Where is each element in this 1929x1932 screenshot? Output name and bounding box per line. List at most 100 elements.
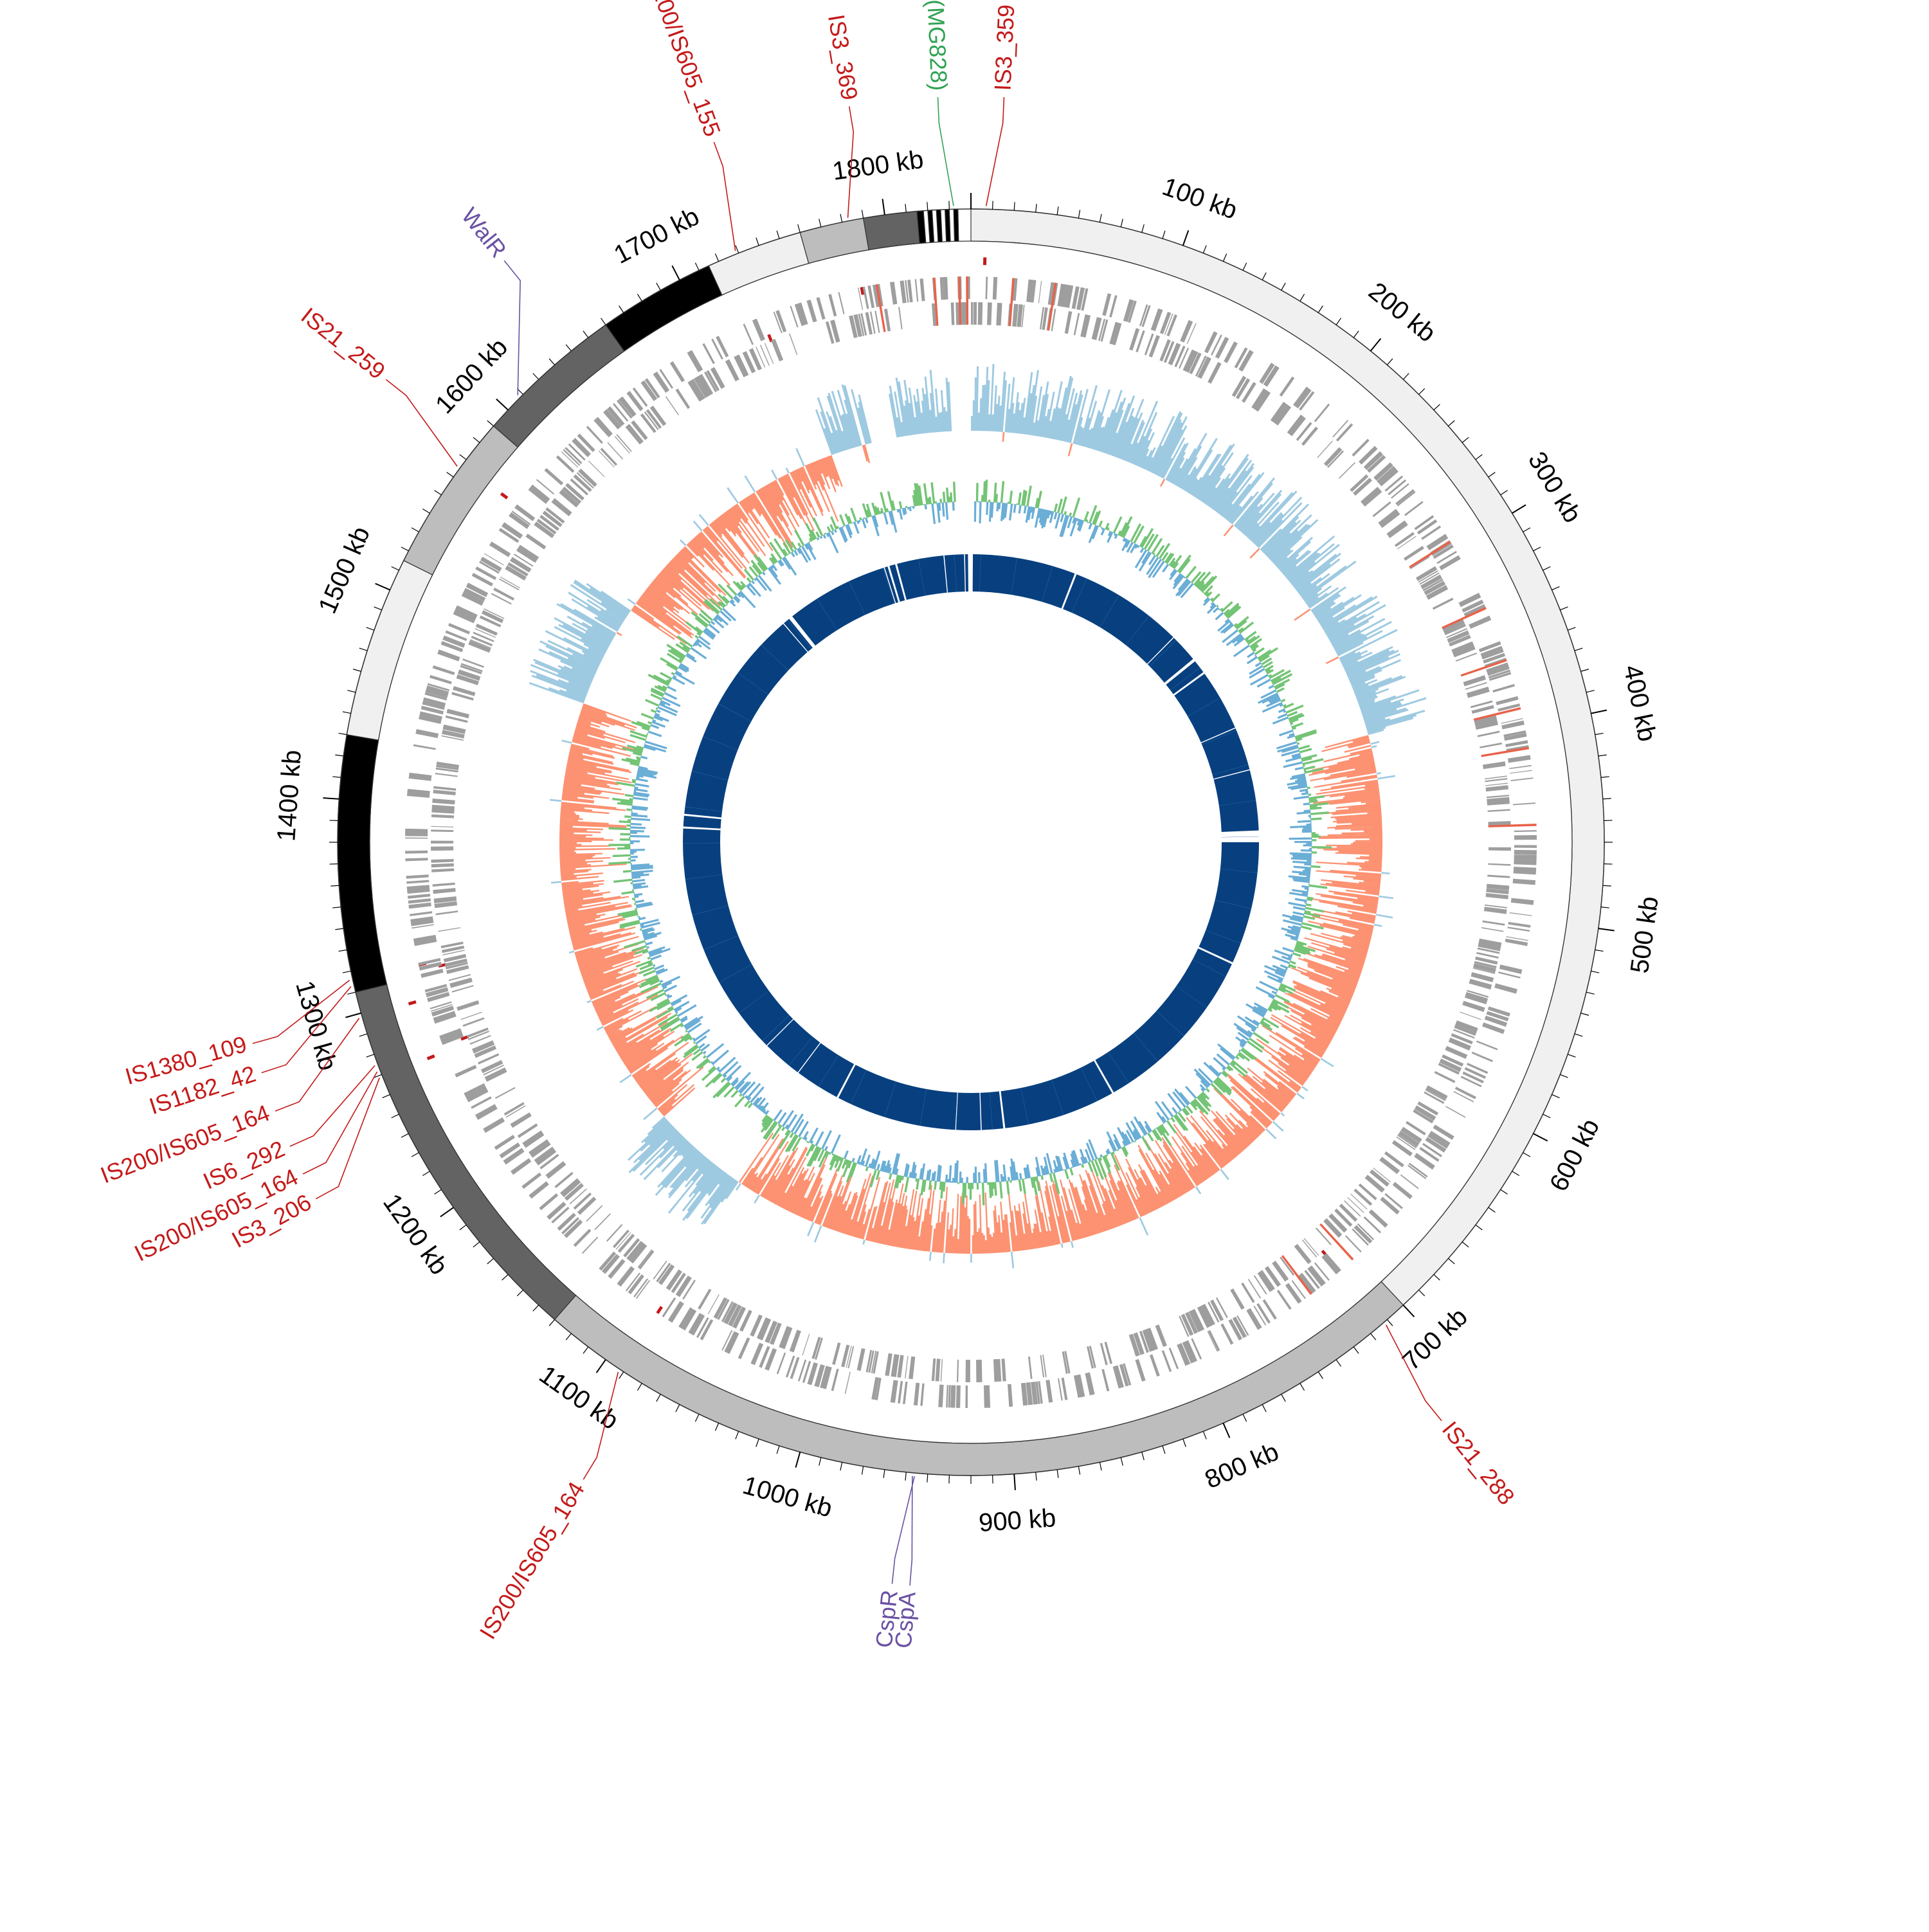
contig-segment	[338, 735, 387, 993]
minor-tick	[1595, 950, 1604, 951]
homology-block	[965, 554, 968, 591]
minor-tick	[473, 1242, 480, 1247]
is-element-marker	[983, 257, 986, 265]
minor-tick	[637, 1384, 642, 1391]
minor-tick	[434, 1189, 441, 1194]
minor-tick	[905, 1472, 906, 1481]
homology-block	[981, 1092, 1004, 1130]
minor-tick	[736, 1431, 739, 1439]
minor-tick	[1476, 455, 1482, 460]
contig-segment	[945, 210, 950, 242]
contig-segment	[936, 210, 942, 242]
minor-tick	[1534, 547, 1541, 551]
minor-tick	[1121, 219, 1123, 227]
minor-tick	[798, 224, 801, 233]
minor-tick	[487, 1258, 494, 1264]
minor-tick	[1262, 1405, 1266, 1413]
minor-tick	[1142, 224, 1145, 233]
is-element-marker	[427, 1054, 435, 1060]
minor-tick	[1575, 1034, 1582, 1036]
minor-tick	[447, 472, 454, 476]
minor-tick	[533, 1305, 539, 1312]
minor-tick	[1036, 1472, 1037, 1481]
tick-label: 1700 kb	[610, 202, 704, 269]
minor-tick	[347, 691, 356, 692]
minor-tick	[1300, 294, 1305, 301]
minor-tick	[434, 491, 441, 495]
tick-label: 400 kb	[1618, 663, 1662, 745]
minor-tick	[695, 1414, 699, 1422]
minor-tick	[756, 238, 759, 246]
minor-tick	[619, 305, 624, 312]
minor-tick	[1387, 1319, 1393, 1326]
major-tick	[672, 266, 680, 280]
tick-label: 200 kb	[1363, 277, 1441, 348]
contig-segment	[928, 210, 934, 242]
annotation-leader-line	[986, 97, 1004, 206]
major-tick	[1403, 1305, 1414, 1317]
minor-tick	[566, 345, 571, 351]
minor-tick	[1203, 1431, 1206, 1439]
minor-tick	[883, 1470, 885, 1478]
annotation-leader-line	[290, 1065, 375, 1146]
minor-tick	[401, 1133, 409, 1137]
major-tick	[1598, 928, 1615, 930]
minor-tick	[1580, 669, 1589, 672]
tick-label: 700 kb	[1397, 1303, 1473, 1376]
minor-tick	[359, 1034, 367, 1036]
major-tick	[1183, 230, 1188, 246]
annotation-label: IS3_359	[989, 4, 1019, 91]
homology-block	[792, 568, 895, 646]
minor-tick	[819, 1458, 821, 1466]
minor-tick	[1523, 1153, 1530, 1157]
minor-tick	[335, 755, 343, 756]
minor-tick	[383, 1094, 390, 1097]
minor-tick	[1223, 254, 1226, 262]
minor-tick	[756, 1439, 759, 1447]
minor-tick	[1543, 1114, 1551, 1118]
homology-block	[1214, 770, 1259, 832]
contig-track	[338, 209, 1604, 1476]
major-tick	[796, 1452, 801, 1467]
minor-tick	[657, 283, 660, 290]
tick-label: 600 kb	[1544, 1114, 1605, 1196]
tick-label: 900 kb	[978, 1504, 1057, 1537]
rrna-mark	[1481, 747, 1529, 757]
annotation-leader-line	[303, 1072, 377, 1174]
minor-tick	[1100, 1462, 1101, 1470]
minor-tick	[1501, 1189, 1508, 1194]
minor-tick	[422, 1171, 430, 1176]
major-tick	[1534, 1133, 1548, 1141]
minor-tick	[422, 509, 430, 513]
minor-tick	[1552, 1094, 1559, 1097]
minor-tick	[367, 1054, 374, 1057]
homology-track	[683, 554, 1259, 1130]
minor-tick	[1403, 374, 1409, 380]
minor-tick	[1163, 1446, 1165, 1454]
gc-skew-negative	[559, 432, 1382, 1254]
annotation-leader-line	[504, 260, 520, 395]
annotation-leader-line	[938, 97, 954, 206]
minor-tick	[1078, 1467, 1080, 1475]
minor-tick	[1448, 1258, 1454, 1264]
tick-label: 100 kb	[1159, 172, 1241, 225]
minor-tick	[637, 294, 642, 301]
contig-segment	[971, 209, 1604, 1305]
minor-tick	[1354, 331, 1359, 338]
minor-tick	[1014, 202, 1015, 210]
minor-tick	[1336, 318, 1341, 325]
minor-tick	[927, 1474, 928, 1483]
minor-tick	[777, 1446, 779, 1454]
minor-tick	[343, 971, 351, 973]
minor-tick	[1552, 586, 1559, 590]
minor-tick	[1523, 528, 1530, 532]
annotation-label: IS21_259	[296, 302, 390, 384]
minor-tick	[1078, 210, 1080, 219]
major-tick	[1371, 339, 1381, 351]
minor-tick	[1476, 1225, 1482, 1230]
minor-tick	[1595, 733, 1604, 734]
major-tick	[376, 584, 390, 590]
minor-tick	[1512, 1171, 1519, 1176]
